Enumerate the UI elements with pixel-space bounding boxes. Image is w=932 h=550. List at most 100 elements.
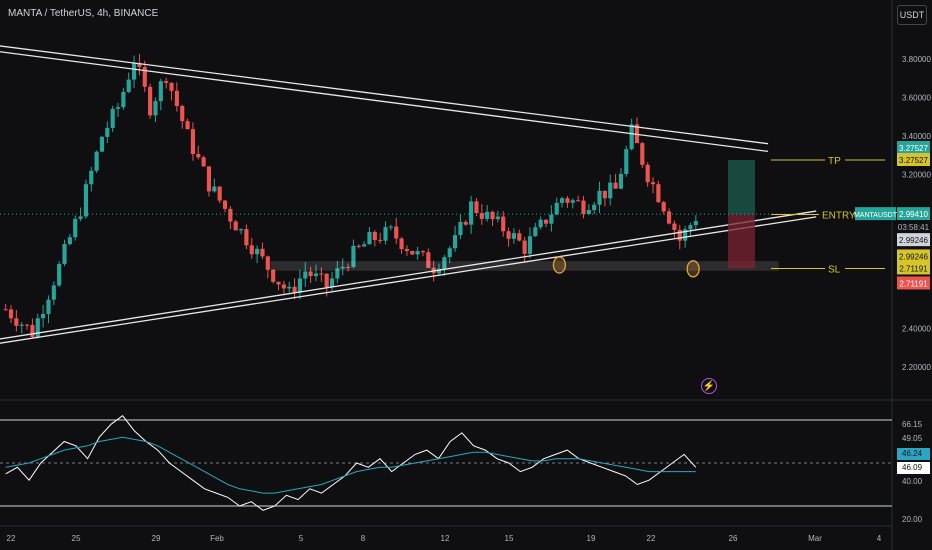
candle[interactable] <box>78 216 83 219</box>
candle[interactable] <box>206 166 212 192</box>
candle[interactable] <box>560 198 565 203</box>
candle[interactable] <box>602 190 607 199</box>
rsi-ma-line[interactable] <box>5 436 696 494</box>
candle[interactable] <box>570 200 575 203</box>
candle[interactable] <box>313 273 319 277</box>
candle[interactable] <box>592 204 597 211</box>
candle[interactable] <box>677 229 682 241</box>
candle[interactable] <box>233 221 238 231</box>
candle[interactable] <box>415 251 420 255</box>
candle[interactable] <box>565 198 570 203</box>
candle[interactable] <box>378 239 383 241</box>
candle[interactable] <box>239 229 244 231</box>
candle[interactable] <box>142 66 147 87</box>
candle[interactable] <box>436 268 442 274</box>
trendline-upper-channel-a[interactable] <box>0 44 769 145</box>
candle[interactable] <box>94 151 99 171</box>
candle[interactable] <box>292 286 297 293</box>
candle[interactable] <box>19 324 24 326</box>
candle[interactable] <box>137 62 142 67</box>
candle[interactable] <box>148 86 153 116</box>
currency-button[interactable]: USDT <box>897 5 927 25</box>
candle[interactable] <box>597 190 602 205</box>
candle[interactable] <box>388 226 393 228</box>
candle[interactable] <box>324 273 329 288</box>
candle[interactable] <box>169 82 174 91</box>
candle[interactable] <box>351 245 356 267</box>
candle[interactable] <box>372 231 377 240</box>
price-axis[interactable]: 2.20000 2.40000 3.20000 3.40000 3.60000 3.800… <box>854 55 931 372</box>
candle[interactable] <box>688 225 693 230</box>
candle[interactable] <box>683 229 688 241</box>
candle[interactable] <box>479 213 484 219</box>
candle[interactable] <box>356 245 361 247</box>
candle[interactable] <box>164 81 169 83</box>
candle[interactable] <box>260 248 265 257</box>
candle[interactable] <box>640 143 645 165</box>
candle[interactable] <box>613 182 618 189</box>
candle[interactable] <box>469 201 474 225</box>
candle[interactable] <box>35 318 40 337</box>
candle[interactable] <box>57 263 62 286</box>
candle[interactable] <box>8 309 14 319</box>
candle[interactable] <box>495 216 500 220</box>
candle[interactable] <box>474 201 479 214</box>
candle[interactable] <box>244 229 249 246</box>
candle[interactable] <box>196 154 201 158</box>
candle[interactable] <box>618 173 623 189</box>
candle[interactable] <box>14 318 19 326</box>
candle[interactable] <box>201 157 206 167</box>
candle[interactable] <box>543 219 549 224</box>
candle[interactable] <box>656 184 661 203</box>
candle[interactable] <box>212 186 217 192</box>
candle[interactable] <box>105 127 110 137</box>
candle[interactable] <box>132 62 137 80</box>
candle[interactable] <box>447 248 452 258</box>
candle[interactable] <box>581 200 586 214</box>
candle[interactable] <box>463 221 468 225</box>
candle[interactable] <box>420 251 426 253</box>
candle[interactable] <box>511 233 516 239</box>
candle[interactable] <box>303 271 308 279</box>
candle[interactable] <box>629 124 634 150</box>
candle[interactable] <box>554 202 559 215</box>
candle[interactable] <box>174 90 179 106</box>
trendline-lower-channel-b[interactable] <box>0 210 817 367</box>
candle[interactable] <box>533 227 538 237</box>
candle[interactable] <box>287 286 292 289</box>
trendline-lower-channel-a[interactable] <box>0 216 817 371</box>
candle[interactable] <box>249 245 254 255</box>
candle[interactable] <box>410 251 415 255</box>
candle[interactable] <box>383 227 388 241</box>
trendline-upper-channel-b[interactable] <box>0 49 769 153</box>
candle[interactable] <box>153 101 158 116</box>
candle[interactable] <box>672 223 677 230</box>
candle[interactable] <box>586 210 591 214</box>
candle[interactable] <box>667 211 672 224</box>
candle[interactable] <box>99 136 105 152</box>
candle[interactable] <box>329 278 335 288</box>
candle[interactable] <box>83 184 88 217</box>
candle[interactable] <box>538 219 543 228</box>
candle[interactable] <box>217 186 222 201</box>
candle[interactable] <box>41 313 46 319</box>
candle[interactable] <box>180 105 185 122</box>
candle[interactable] <box>222 200 228 209</box>
candle[interactable] <box>490 211 495 220</box>
candle[interactable] <box>367 231 372 245</box>
candle[interactable] <box>255 248 260 255</box>
candle[interactable] <box>190 129 195 155</box>
candle[interactable] <box>185 121 190 130</box>
candle[interactable] <box>693 221 698 226</box>
candle[interactable] <box>271 269 276 282</box>
rsi-pane[interactable]: 66.15 49.05 46.24 46.09 40.00 20.00 <box>0 415 930 524</box>
candle[interactable] <box>3 309 8 311</box>
candle[interactable] <box>608 182 613 199</box>
candle[interactable] <box>549 214 554 224</box>
candle[interactable] <box>624 149 629 174</box>
candle[interactable] <box>158 81 163 102</box>
candle[interactable] <box>485 211 490 219</box>
candle[interactable] <box>346 266 351 268</box>
candle[interactable] <box>362 244 367 247</box>
